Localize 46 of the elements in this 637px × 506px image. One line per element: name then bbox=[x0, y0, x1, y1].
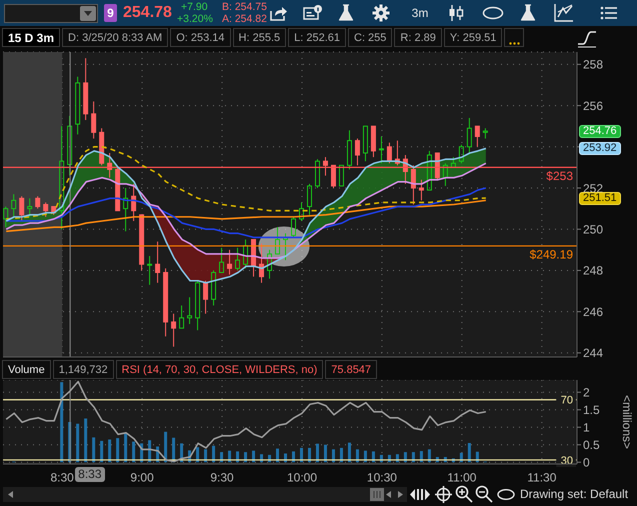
x-tick-label: 9:30 bbox=[210, 470, 234, 485]
x-tick-label: 10:00 bbox=[286, 470, 318, 485]
x-tick-label: 8:30 bbox=[50, 470, 74, 485]
y-tick-label: 250 bbox=[583, 222, 604, 236]
text: 1,149,732 bbox=[52, 360, 114, 379]
x-tick-label: 11:30 bbox=[527, 470, 557, 485]
text: 75.8547 bbox=[325, 360, 378, 379]
ref-line-label: 70 bbox=[560, 394, 573, 407]
text: RSI (14, 70, 30, CLOSE, WILDERS, no) bbox=[116, 360, 324, 379]
y-tick-label: 246 bbox=[583, 304, 604, 319]
x-tick-label: 9:00 bbox=[130, 470, 154, 485]
y-tick-label: 1 bbox=[583, 420, 590, 435]
text: C: 255 bbox=[348, 28, 392, 47]
y-tick-label: 2 bbox=[583, 386, 590, 400]
text: Drawing set: Default bbox=[520, 487, 628, 502]
x-tick-label: 11:00 bbox=[447, 470, 477, 485]
x-tick-label: 10:30 bbox=[366, 470, 398, 485]
text: B: 254.75 bbox=[222, 1, 267, 13]
annotation: 253.92 bbox=[579, 142, 621, 155]
text: 254.78 bbox=[123, 4, 172, 22]
y-tick-label: 258 bbox=[583, 58, 604, 72]
text: A: 254.82 bbox=[222, 13, 267, 25]
y-tick-label: 256 bbox=[583, 98, 604, 113]
y-tick-label: 244 bbox=[583, 346, 604, 360]
text: R: 2.89 bbox=[394, 28, 442, 47]
annotation: 251.51 bbox=[579, 192, 621, 205]
text: +3.20% bbox=[177, 13, 213, 25]
text: D: 3/25/20 8:33 AM bbox=[62, 28, 168, 47]
text: Y: 259.51 bbox=[444, 28, 502, 47]
ref-line-label: $253 bbox=[546, 168, 574, 183]
text: O: 253.14 bbox=[170, 28, 231, 47]
text: 9 bbox=[104, 4, 117, 22]
text: +7.90 bbox=[181, 1, 208, 13]
text: H: 255.5 bbox=[232, 28, 286, 47]
y-tick-label: 0.5 bbox=[583, 438, 600, 452]
text: 3m bbox=[410, 6, 430, 20]
y-tick-label: 0 bbox=[583, 456, 590, 470]
series-label: Volume bbox=[2, 360, 51, 379]
text: 8:33 bbox=[75, 467, 104, 482]
chart-title: 15 D 3m bbox=[2, 28, 60, 47]
y-tick-label: 248 bbox=[583, 264, 604, 278]
y-tick-label: 1.5 bbox=[583, 403, 600, 418]
text: L: 252.61 bbox=[288, 28, 346, 47]
y-axis-title: <millions> bbox=[620, 394, 634, 450]
ref-line-label: $249.19 bbox=[530, 247, 574, 262]
annotation: 254.76 bbox=[579, 124, 621, 138]
